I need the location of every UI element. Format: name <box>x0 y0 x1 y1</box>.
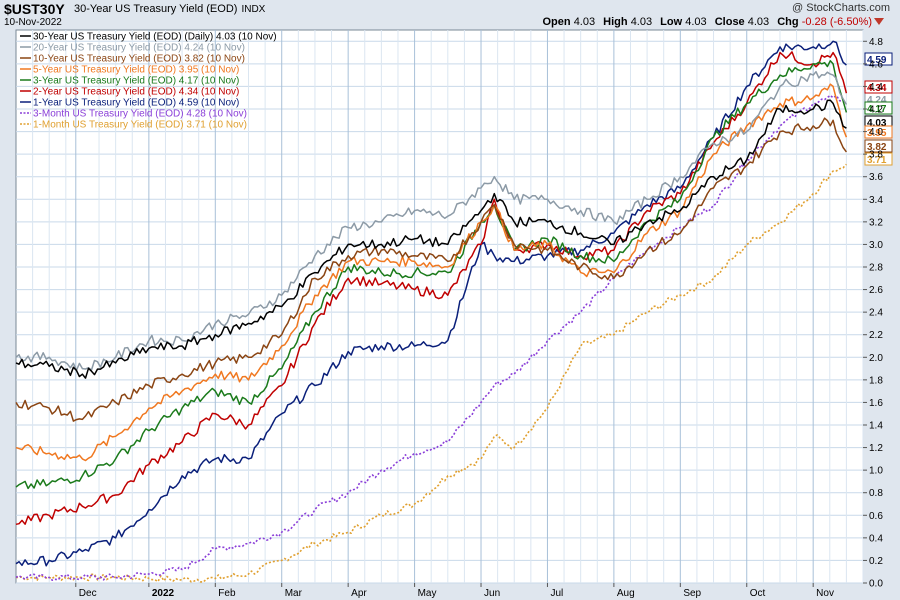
down-arrow-icon <box>874 18 884 25</box>
description-text: 30-Year US Treasury Yield (EOD) <box>74 3 238 15</box>
close-label: Close <box>714 16 745 28</box>
y-tick-label: 1.0 <box>869 466 883 477</box>
high-value: 4.03 <box>630 16 653 28</box>
exchange-label: INDX <box>241 4 266 15</box>
open-label: Open <box>542 16 571 28</box>
end-label-box <box>864 80 893 94</box>
series-line <box>15 40 847 567</box>
y-tick-label: 0.4 <box>869 533 883 544</box>
x-tick-label: Jul <box>550 588 563 599</box>
y-tick-label: 3.8 <box>869 150 883 161</box>
y-tick-label: 3.6 <box>869 172 883 183</box>
low-value: 4.03 <box>685 16 707 28</box>
y-tick-label: 3.4 <box>869 195 883 206</box>
close-value: 4.03 <box>747 16 770 28</box>
series-layer <box>15 40 848 583</box>
end-label: 4.03 <box>867 118 887 129</box>
x-tick-label: Feb <box>218 588 236 599</box>
y-tick-label: 1.8 <box>869 375 883 386</box>
series-line <box>15 51 848 526</box>
y-tick-label: 4.0 <box>869 127 883 138</box>
y-tick-label: 2.0 <box>869 353 883 364</box>
y-tick-label: 2.4 <box>869 308 883 319</box>
end-labels: 4.03 4.24 3.82 3.95 4.17 4.34 4.59 3.71 <box>864 52 893 166</box>
end-label: 3.71 <box>867 155 887 166</box>
chg-value: -0.28 (-6.50%) <box>801 16 872 28</box>
series-line <box>15 60 848 490</box>
copyright-link[interactable]: @ StockCharts.com <box>792 2 890 14</box>
legend-entry: 1-Month US Treasury Yield (EOD) 3.71 (10… <box>33 120 247 131</box>
y-tick-label: 0.6 <box>869 511 883 522</box>
series-line <box>15 94 847 581</box>
series-line <box>15 99 847 379</box>
legend-entry: 1-Year US Treasury Yield (EOD) 4.59 (10 … <box>33 98 239 109</box>
y-tick-label: 4.8 <box>869 37 883 48</box>
y-tick-label: 4.2 <box>869 105 883 116</box>
y-tick-label: 4.6 <box>869 59 883 70</box>
y-tick-label: 2.8 <box>869 263 883 274</box>
series-line <box>15 117 847 422</box>
y-tick-label: 1.6 <box>869 398 883 409</box>
y-axis: 0.0 0.2 0.4 0.6 0.8 1.0 1.2 1.4 1.6 1.8 2.0 2.2 2.4 2… <box>863 37 883 590</box>
end-label: 4.24 <box>867 95 887 106</box>
symbol-description: 30-Year US Treasury Yield (EOD) INDX <box>74 3 265 15</box>
end-label-box <box>864 139 893 153</box>
x-tick-label: Jun <box>484 588 500 599</box>
end-label: 4.34 <box>867 83 887 94</box>
y-tick-label: 1.2 <box>869 443 883 454</box>
legend: 30-Year US Treasury Yield (EOD) (Daily) … <box>20 32 277 131</box>
y-tick-label: 4.4 <box>869 82 883 93</box>
legend-entry: 5-Year US Treasury Yield (EOD) 3.95 (10 … <box>33 65 239 76</box>
legend-entry: 10-Year US Treasury Yield (EOD) 3.82 (10… <box>33 54 245 65</box>
chart-date: 10-Nov-2022 <box>4 17 62 28</box>
y-tick-label: 3.0 <box>869 240 883 251</box>
legend-entry: 30-Year US Treasury Yield (EOD) (Daily) … <box>33 32 277 43</box>
x-tick-label: Dec <box>79 588 97 599</box>
grid-lines <box>16 30 864 584</box>
x-tick-label: Sep <box>683 588 701 599</box>
series-line <box>15 83 848 462</box>
y-tick-label: 0.2 <box>869 556 883 567</box>
x-tick-label: Nov <box>816 588 834 599</box>
ohlc-readout: Open 4.03 High 4.03 Low 4.03 Close 4.03 … <box>543 16 873 28</box>
legend-entry: 3-Year US Treasury Yield (EOD) 4.17 (10 … <box>33 76 239 87</box>
x-tick-label: Aug <box>617 588 635 599</box>
legend-entry: 3-Month US Treasury Yield (EOD) 4.28 (10… <box>33 109 247 120</box>
x-tick-label: Mar <box>285 588 303 599</box>
end-label: 3.82 <box>867 142 887 153</box>
legend-entry: 20-Year US Treasury Yield (EOD) 4.24 (10… <box>33 43 245 54</box>
chart-header: $UST30Y 30-Year US Treasury Yield (EOD) I… <box>0 0 900 30</box>
legend-entry: 2-Year US Treasury Yield (EOD) 4.34 (10 … <box>33 87 239 98</box>
x-tick-label: May <box>418 588 437 599</box>
y-tick-label: 0.0 <box>869 579 883 590</box>
x-axis: Dec 2022 Feb Mar Apr May Jun Jul Aug Sep Oct Nov <box>75 583 834 599</box>
low-label: Low <box>660 16 683 28</box>
y-tick-label: 0.8 <box>869 488 883 499</box>
end-label: 4.17 <box>867 104 887 115</box>
open-value: 4.03 <box>573 16 596 28</box>
end-label: 3.95 <box>867 128 887 139</box>
end-label-box <box>864 101 893 115</box>
series-line <box>15 70 848 372</box>
end-label-box <box>864 52 893 66</box>
y-tick-label: 1.4 <box>869 421 883 432</box>
end-label: 4.59 <box>867 55 887 66</box>
y-tick-label: 3.2 <box>869 217 883 228</box>
high-label: High <box>603 16 628 28</box>
x-tick-label: Apr <box>351 588 367 599</box>
x-tick-label: Oct <box>750 588 766 599</box>
x-tick-label: 2022 <box>152 588 175 599</box>
y-tick-label: 2.2 <box>869 330 883 341</box>
end-label-box <box>864 152 893 166</box>
chg-label: Chg <box>777 16 799 28</box>
symbol-label: $UST30Y <box>4 1 65 17</box>
y-tick-label: 2.6 <box>869 285 883 296</box>
